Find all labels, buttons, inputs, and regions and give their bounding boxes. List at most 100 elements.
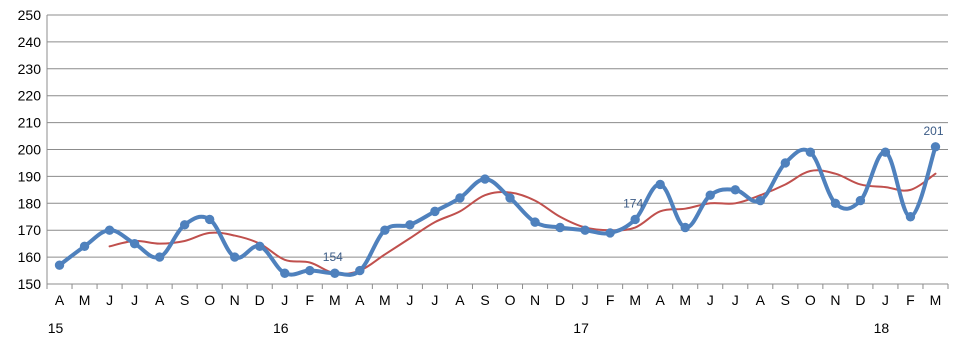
data-point — [930, 142, 941, 152]
data-point — [255, 241, 265, 252]
x-tick-label: A — [455, 292, 465, 308]
data-point — [305, 265, 315, 276]
y-tick-label: 170 — [18, 222, 42, 238]
year-labels: 15 16 17 18 — [48, 320, 890, 336]
data-point — [605, 228, 615, 238]
x-tick-label: M — [79, 292, 91, 308]
x-tick-label: S — [180, 292, 189, 308]
data-point — [905, 212, 916, 222]
data-point — [54, 260, 65, 270]
x-tick-label: F — [906, 292, 915, 308]
x-tick-label: A — [155, 292, 165, 308]
data-point — [129, 238, 140, 249]
x-tick-label: A — [355, 292, 365, 308]
data-point — [505, 193, 515, 203]
y-tick-label: 250 — [18, 7, 42, 23]
x-tick-label: M — [329, 292, 341, 308]
x-tick-label: J — [707, 292, 714, 308]
axes — [46, 15, 949, 289]
x-tick-label: J — [582, 292, 589, 308]
data-point — [855, 195, 866, 206]
x-tick-label: S — [781, 292, 790, 308]
data-label: 174 — [623, 196, 643, 210]
data-point — [280, 268, 290, 278]
x-tick-label: N — [830, 292, 840, 308]
x-tick-label: J — [732, 292, 739, 308]
x-tick-label: N — [530, 292, 540, 308]
data-point — [530, 217, 540, 227]
data-point — [655, 179, 665, 190]
data-point — [79, 241, 90, 252]
y-tick-label: 200 — [18, 142, 42, 158]
data-point — [179, 220, 190, 230]
y-axis-tick-labels: 150 160 170 180 190 200 210 220 230 240 250 — [18, 7, 42, 292]
data-labels: 154 174 201 — [323, 124, 944, 264]
data-point — [230, 252, 240, 262]
data-point — [880, 147, 891, 157]
x-tick-label: O — [505, 292, 516, 308]
x-tick-label: F — [306, 292, 315, 308]
data-point — [705, 190, 715, 200]
data-label: 154 — [323, 250, 343, 264]
data-point — [104, 225, 115, 235]
x-tick-label: A — [55, 292, 65, 308]
y-tick-label: 160 — [18, 249, 42, 265]
x-tick-label: J — [281, 292, 288, 308]
x-tick-label: J — [882, 292, 889, 308]
x-tick-label: J — [406, 292, 413, 308]
y-tick-label: 180 — [18, 195, 42, 211]
x-tick-label: O — [805, 292, 816, 308]
x-tick-label: J — [131, 292, 138, 308]
x-tick-label: S — [480, 292, 489, 308]
x-tick-label: M — [930, 292, 942, 308]
x-tick-label: A — [756, 292, 766, 308]
year-label: 18 — [874, 320, 890, 336]
data-label: 201 — [923, 124, 943, 138]
series-group — [54, 142, 941, 278]
data-point — [154, 252, 165, 262]
year-label: 17 — [573, 320, 589, 336]
x-tick-label: M — [379, 292, 391, 308]
x-tick-label: M — [629, 292, 641, 308]
y-tick-label: 240 — [18, 34, 42, 50]
x-tick-label: D — [855, 292, 865, 308]
data-point — [780, 158, 791, 168]
x-tick-label: N — [230, 292, 240, 308]
data-point — [830, 198, 841, 209]
x-tick-label: M — [679, 292, 691, 308]
data-point — [630, 214, 640, 225]
data-point — [204, 214, 215, 225]
data-point — [480, 174, 490, 184]
data-point — [330, 268, 340, 278]
data-point — [755, 195, 765, 206]
year-label: 16 — [273, 320, 289, 336]
x-tick-label: J — [431, 292, 438, 308]
data-point — [455, 193, 465, 203]
data-point — [380, 225, 390, 235]
x-tick-label: D — [255, 292, 265, 308]
x-tick-label: J — [106, 292, 113, 308]
x-tick-label: O — [204, 292, 215, 308]
data-point — [680, 222, 690, 233]
x-tick-label: D — [555, 292, 565, 308]
y-tick-label: 150 — [18, 276, 42, 292]
series-line-main — [57, 144, 938, 277]
x-tick-label: A — [656, 292, 666, 308]
grid-lines — [47, 14, 948, 285]
y-tick-label: 230 — [18, 61, 42, 77]
y-tick-label: 220 — [18, 88, 42, 104]
y-tick-label: 190 — [18, 168, 42, 184]
year-label: 15 — [48, 320, 64, 336]
data-point — [730, 185, 740, 195]
x-tick-label: F — [606, 292, 615, 308]
data-point — [405, 220, 415, 230]
series-line-trend — [108, 169, 937, 275]
data-point — [580, 225, 590, 235]
data-point — [805, 147, 816, 157]
data-point — [555, 222, 565, 233]
data-point — [355, 265, 365, 276]
y-tick-label: 210 — [18, 115, 42, 131]
data-point — [430, 206, 440, 217]
